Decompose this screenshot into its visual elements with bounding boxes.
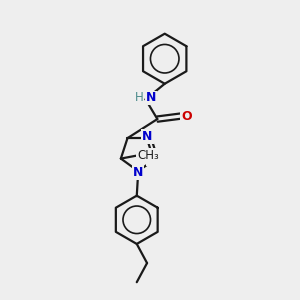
Text: H: H — [135, 92, 143, 104]
Text: N: N — [148, 152, 158, 165]
Text: N: N — [142, 130, 153, 143]
Text: CH₃: CH₃ — [137, 149, 159, 162]
Text: O: O — [182, 110, 192, 123]
Text: N: N — [146, 92, 156, 104]
Text: N: N — [133, 166, 143, 179]
